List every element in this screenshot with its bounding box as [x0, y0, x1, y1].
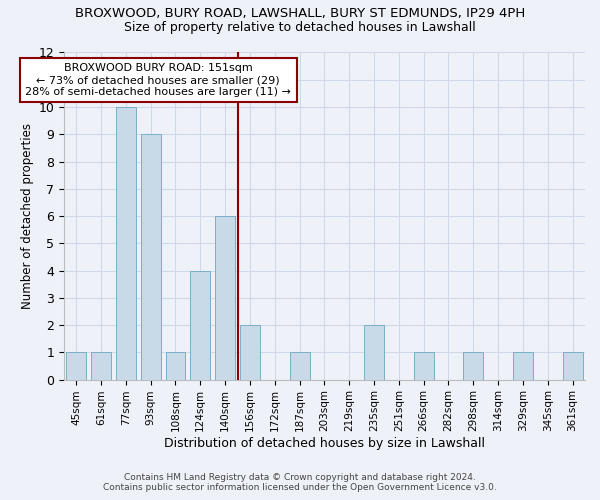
Text: Contains HM Land Registry data © Crown copyright and database right 2024.
Contai: Contains HM Land Registry data © Crown c…: [103, 473, 497, 492]
Bar: [66, 352, 86, 380]
Text: BROXWOOD, BURY ROAD, LAWSHALL, BURY ST EDMUNDS, IP29 4PH: BROXWOOD, BURY ROAD, LAWSHALL, BURY ST E…: [75, 8, 525, 20]
Bar: [240, 325, 260, 380]
Bar: [166, 352, 185, 380]
Text: BROXWOOD BURY ROAD: 151sqm
← 73% of detached houses are smaller (29)
28% of semi: BROXWOOD BURY ROAD: 151sqm ← 73% of deta…: [25, 64, 291, 96]
Bar: [190, 270, 210, 380]
Bar: [364, 325, 384, 380]
X-axis label: Distribution of detached houses by size in Lawshall: Distribution of detached houses by size …: [164, 437, 485, 450]
Bar: [463, 352, 483, 380]
Bar: [91, 352, 111, 380]
Bar: [414, 352, 434, 380]
Text: Size of property relative to detached houses in Lawshall: Size of property relative to detached ho…: [124, 21, 476, 34]
Bar: [141, 134, 161, 380]
Bar: [563, 352, 583, 380]
Bar: [513, 352, 533, 380]
Bar: [215, 216, 235, 380]
Y-axis label: Number of detached properties: Number of detached properties: [21, 123, 34, 309]
Bar: [116, 107, 136, 380]
Bar: [290, 352, 310, 380]
